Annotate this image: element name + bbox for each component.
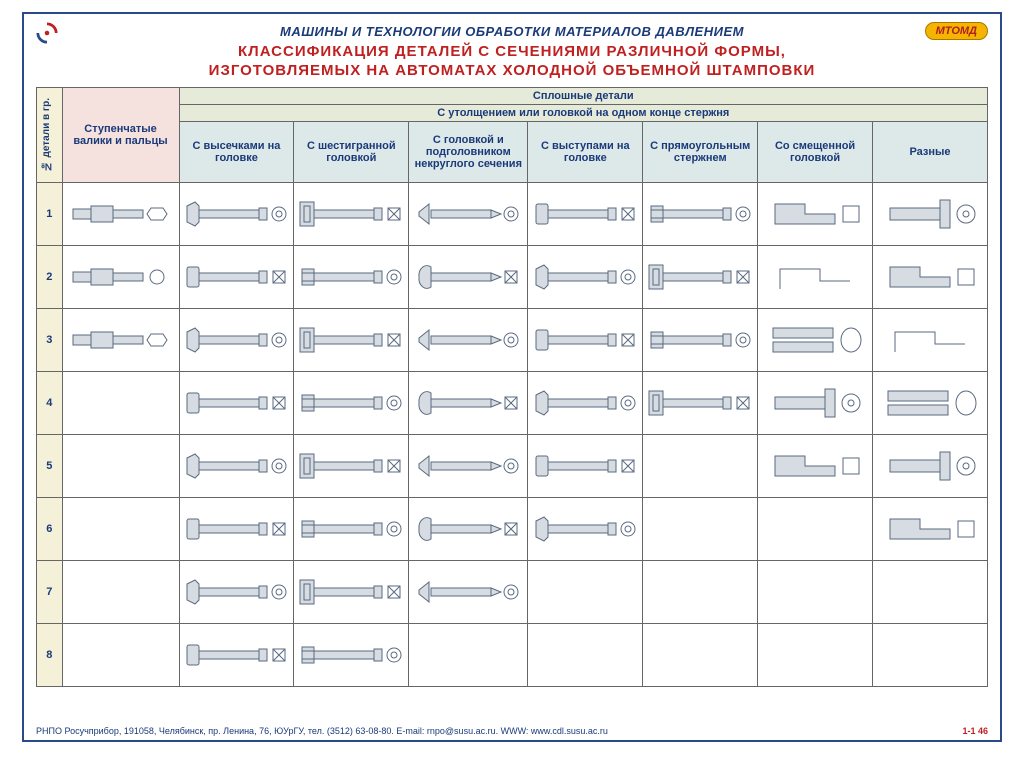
table-cell	[758, 434, 873, 497]
table-cell	[873, 497, 988, 560]
table-cell	[179, 560, 294, 623]
table-cell	[873, 434, 988, 497]
subtitle-line1: КЛАССИФИКАЦИЯ ДЕТАЛЕЙ С СЕЧЕНИЯМИ РАЗЛИЧ…	[238, 43, 786, 60]
classification-table: № детали в гр. Ступенчатые валики и пальц…	[36, 87, 988, 687]
top-header: Сплошные детали	[179, 87, 987, 104]
table-cell	[643, 623, 758, 686]
table-cell	[643, 182, 758, 245]
table-cell	[528, 245, 643, 308]
table-cell	[294, 245, 409, 308]
table-cell	[643, 560, 758, 623]
row-number: 4	[37, 371, 63, 434]
table-cell	[409, 308, 528, 371]
table-cell	[409, 434, 528, 497]
table-cell	[294, 560, 409, 623]
row-number: 3	[37, 308, 63, 371]
row-number: 5	[37, 434, 63, 497]
page-number: 1-1 46	[962, 726, 988, 736]
table-cell	[179, 623, 294, 686]
table-cell	[294, 182, 409, 245]
table-cell	[758, 308, 873, 371]
footer: РНПО Росучприбор, 191058, Челябинск, пр.…	[36, 726, 988, 736]
logo-icon	[36, 22, 58, 44]
table-cell	[528, 623, 643, 686]
col-header-7: Разные	[873, 121, 988, 182]
table-cell	[62, 245, 179, 308]
row-axis-label: № детали в гр.	[40, 94, 53, 175]
table-cell	[758, 623, 873, 686]
table-cell	[294, 497, 409, 560]
table-cell	[409, 182, 528, 245]
table-cell	[294, 308, 409, 371]
table-cell	[294, 434, 409, 497]
table-cell	[643, 434, 758, 497]
table-cell	[873, 560, 988, 623]
table-cell	[62, 560, 179, 623]
row-number: 7	[37, 560, 63, 623]
heading: МАШИНЫ И ТЕХНОЛОГИИ ОБРАБОТКИ МАТЕРИАЛОВ…	[36, 24, 988, 39]
table-cell	[409, 623, 528, 686]
row-number: 2	[37, 245, 63, 308]
table-cell	[62, 371, 179, 434]
table-cell	[528, 434, 643, 497]
table-cell	[528, 308, 643, 371]
table-cell	[873, 245, 988, 308]
sub-header: С утолщением или головкой на одном конце…	[179, 104, 987, 121]
table-cell	[758, 182, 873, 245]
table-cell	[873, 182, 988, 245]
footer-text: РНПО Росучприбор, 191058, Челябинск, пр.…	[36, 726, 608, 736]
col-header-6: Со смещенной головкой	[758, 121, 873, 182]
col-header-0: Ступенчатые валики и пальцы	[62, 87, 179, 182]
table-cell	[758, 371, 873, 434]
table-cell	[528, 182, 643, 245]
table-cell	[528, 371, 643, 434]
col-header-1: С высечками на головке	[179, 121, 294, 182]
subtitle-line2: ИЗГОТОВЛЯЕМЫХ НА АВТОМАТАХ ХОЛОДНОЙ ОБЪЕ…	[209, 62, 816, 79]
table-cell	[294, 371, 409, 434]
table-cell	[409, 560, 528, 623]
badge: МТОМД	[925, 22, 988, 40]
table-cell	[873, 308, 988, 371]
table-cell	[62, 623, 179, 686]
table-cell	[179, 434, 294, 497]
table-cell	[528, 497, 643, 560]
table-cell	[528, 560, 643, 623]
table-cell	[179, 308, 294, 371]
table-cell	[643, 245, 758, 308]
table-cell	[643, 497, 758, 560]
table-cell	[62, 497, 179, 560]
poster-frame: МТОМД МАШИНЫ И ТЕХНОЛОГИИ ОБРАБОТКИ МАТЕ…	[22, 12, 1002, 742]
table-cell	[409, 245, 528, 308]
col-header-3: С головкой и подголовником некруглого се…	[409, 121, 528, 182]
subtitle: КЛАССИФИКАЦИЯ ДЕТАЛЕЙ С СЕЧЕНИЯМИ РАЗЛИЧ…	[36, 43, 988, 81]
table-cell	[179, 371, 294, 434]
table-cell	[179, 245, 294, 308]
col-header-5: С прямоугольным стержнем	[643, 121, 758, 182]
table-cell	[62, 308, 179, 371]
table-cell	[758, 560, 873, 623]
table-cell	[758, 245, 873, 308]
table-cell	[179, 497, 294, 560]
col-header-2: С шестигранной головкой	[294, 121, 409, 182]
row-number: 1	[37, 182, 63, 245]
table-cell	[409, 371, 528, 434]
table-cell	[758, 497, 873, 560]
table-cell	[643, 371, 758, 434]
col-header-4: С выступами на головке	[528, 121, 643, 182]
row-number: 6	[37, 497, 63, 560]
table-cell	[179, 182, 294, 245]
table-cell	[873, 623, 988, 686]
table-cell	[62, 182, 179, 245]
table-cell	[294, 623, 409, 686]
table-cell	[873, 371, 988, 434]
table-cell	[643, 308, 758, 371]
table-cell	[62, 434, 179, 497]
row-number: 8	[37, 623, 63, 686]
table-cell	[409, 497, 528, 560]
